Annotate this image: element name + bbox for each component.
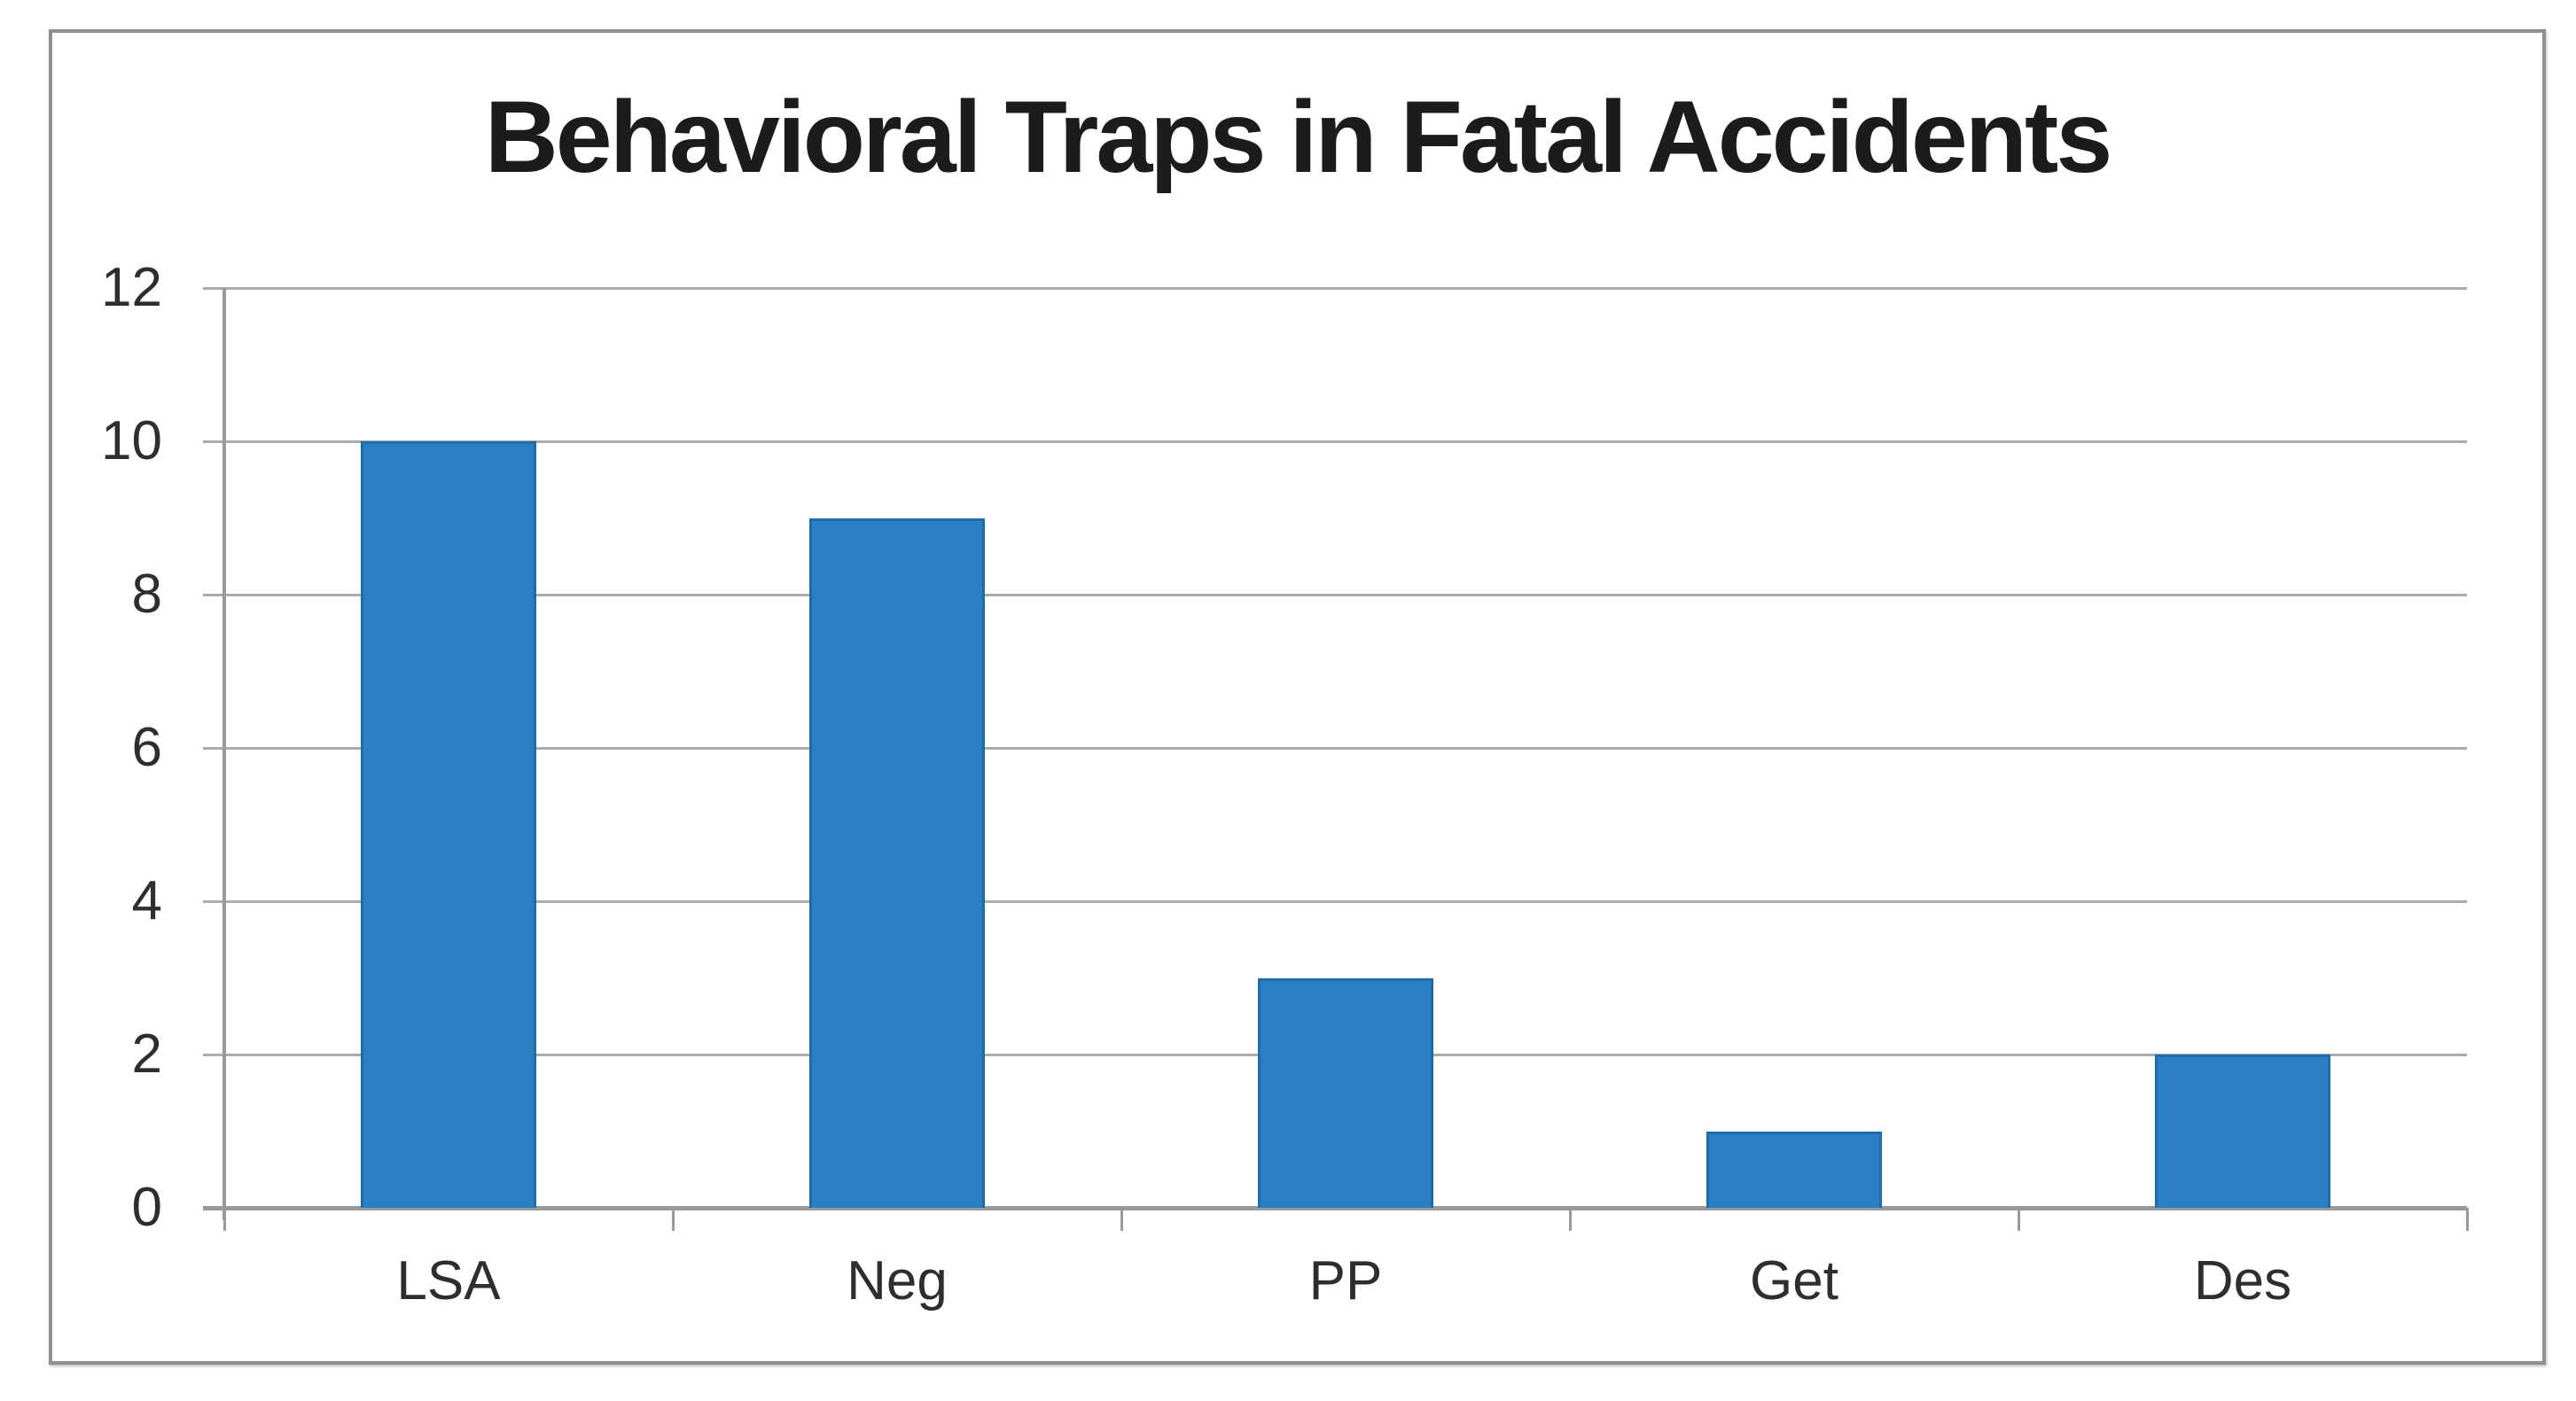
y-tick-label: 4	[131, 870, 162, 931]
bar-lsa	[361, 441, 536, 1208]
y-gridline	[203, 440, 2467, 443]
bar-get	[1706, 1131, 1882, 1208]
bar-des	[2155, 1055, 2330, 1208]
x-axis-tick	[1120, 1208, 1123, 1231]
bar-pp	[1258, 977, 1433, 1208]
y-gridline	[203, 594, 2467, 596]
y-gridline	[203, 747, 2467, 750]
x-axis-tick	[671, 1208, 675, 1231]
y-gridline	[203, 287, 2467, 290]
chart-title: Behavioral Traps in Fatal Accidents	[484, 81, 2113, 194]
x-category-label: PP	[1308, 1250, 1383, 1311]
x-category-label: LSA	[396, 1250, 501, 1311]
bar-neg	[809, 518, 985, 1208]
y-axis-line	[222, 288, 226, 1220]
y-tick-label: 2	[131, 1024, 162, 1085]
x-category-label: Des	[2193, 1250, 2292, 1311]
y-tick-label: 6	[131, 717, 162, 778]
x-category-label: Get	[1750, 1250, 1838, 1311]
y-tick-label: 8	[131, 564, 162, 625]
y-tick-label: 10	[101, 410, 162, 471]
x-axis-tick	[1568, 1208, 1572, 1231]
x-category-label: Neg	[847, 1250, 948, 1311]
y-tick-label: 12	[101, 257, 162, 318]
x-axis-tick	[222, 1208, 226, 1231]
x-axis-line	[203, 1206, 2467, 1210]
x-axis-tick	[2017, 1208, 2020, 1231]
y-gridline	[203, 900, 2467, 903]
x-axis-tick	[2465, 1208, 2469, 1231]
y-tick-label: 0	[131, 1177, 162, 1238]
